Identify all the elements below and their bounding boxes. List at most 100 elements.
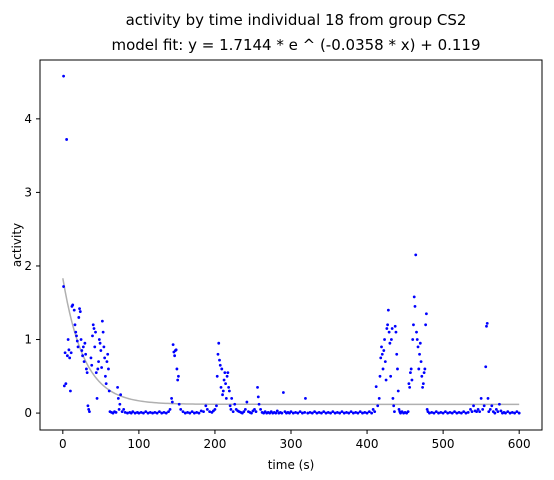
- data-point: [370, 411, 374, 415]
- data-point: [122, 408, 126, 411]
- data-point: [151, 411, 154, 415]
- data-point: [338, 411, 342, 415]
- data-point: [487, 410, 491, 414]
- data-point: [421, 385, 424, 389]
- data-point: [65, 138, 69, 141]
- data-point: [407, 382, 411, 386]
- data-point: [386, 308, 390, 312]
- data-point: [446, 411, 450, 415]
- data-point: [466, 410, 470, 414]
- data-point: [380, 352, 384, 356]
- y-tick-label: 3: [24, 185, 32, 199]
- data-point: [351, 411, 355, 415]
- data-point: [193, 411, 196, 415]
- data-point: [383, 338, 386, 341]
- data-point: [393, 324, 397, 328]
- data-point: [298, 410, 302, 414]
- data-point: [437, 411, 440, 415]
- data-point: [148, 410, 152, 414]
- data-point: [274, 411, 278, 415]
- data-point: [470, 410, 474, 414]
- data-point: [69, 389, 72, 393]
- data-point: [168, 408, 172, 411]
- data-point: [117, 408, 121, 411]
- data-point: [97, 360, 100, 363]
- axes-frame: [39, 59, 543, 431]
- data-point: [250, 411, 253, 415]
- data-point: [226, 371, 230, 375]
- data-point: [412, 323, 415, 327]
- data-point: [397, 408, 401, 411]
- data-point: [257, 402, 261, 406]
- data-point: [205, 408, 209, 411]
- data-point: [221, 393, 224, 397]
- data-point: [84, 352, 88, 356]
- data-point: [377, 396, 381, 400]
- data-point: [472, 404, 475, 408]
- data-point: [101, 330, 105, 334]
- data-point: [395, 352, 399, 356]
- data-point: [83, 341, 87, 345]
- data-point: [81, 345, 85, 349]
- data-point: [116, 396, 120, 400]
- data-point: [475, 410, 478, 414]
- data-point: [195, 410, 199, 414]
- data-point: [513, 411, 517, 415]
- data-point: [326, 410, 330, 414]
- data-point: [464, 411, 468, 415]
- data-point: [486, 396, 490, 400]
- data-point: [406, 410, 410, 414]
- data-point: [387, 330, 391, 334]
- data-point: [482, 404, 486, 408]
- data-point: [303, 410, 307, 414]
- x-tick-label: 100: [127, 437, 150, 451]
- data-point: [223, 371, 227, 375]
- data-point: [281, 391, 285, 394]
- data-point: [421, 382, 425, 386]
- data-point: [221, 389, 225, 393]
- data-point: [177, 402, 181, 406]
- data-point: [170, 396, 173, 400]
- data-point: [158, 410, 161, 414]
- data-point: [485, 324, 488, 328]
- data-point: [222, 378, 226, 382]
- data-point: [75, 339, 79, 343]
- data-point: [144, 410, 148, 414]
- data-point: [107, 367, 110, 371]
- data-point: [356, 411, 360, 415]
- data-point: [428, 411, 431, 415]
- data-point: [259, 408, 262, 411]
- data-point: [425, 408, 429, 411]
- data-point: [228, 404, 232, 408]
- data-point: [104, 374, 107, 378]
- data-point: [386, 323, 389, 327]
- data-point: [177, 374, 180, 378]
- data-point: [99, 349, 103, 352]
- data-point: [296, 411, 300, 415]
- fit-curve: [62, 278, 520, 406]
- data-point: [331, 410, 335, 414]
- data-point: [275, 409, 279, 413]
- data-point: [104, 382, 108, 386]
- data-point: [79, 338, 83, 341]
- data-point: [181, 410, 185, 414]
- data-point: [220, 367, 224, 371]
- data-point: [95, 396, 99, 400]
- data-point: [322, 410, 326, 414]
- data-point: [498, 402, 501, 406]
- data-point: [173, 354, 177, 358]
- data-point: [245, 400, 249, 404]
- data-point: [224, 382, 227, 386]
- data-point: [102, 345, 106, 349]
- data-point: [304, 396, 307, 400]
- data-point: [94, 330, 97, 334]
- data-point: [170, 400, 174, 404]
- data-point: [324, 411, 328, 415]
- data-point: [116, 385, 119, 389]
- data-point: [174, 348, 178, 352]
- data-point: [379, 356, 383, 360]
- data-point: [67, 348, 71, 352]
- data-point: [517, 411, 521, 415]
- data-point: [133, 411, 137, 415]
- data-point: [424, 312, 428, 316]
